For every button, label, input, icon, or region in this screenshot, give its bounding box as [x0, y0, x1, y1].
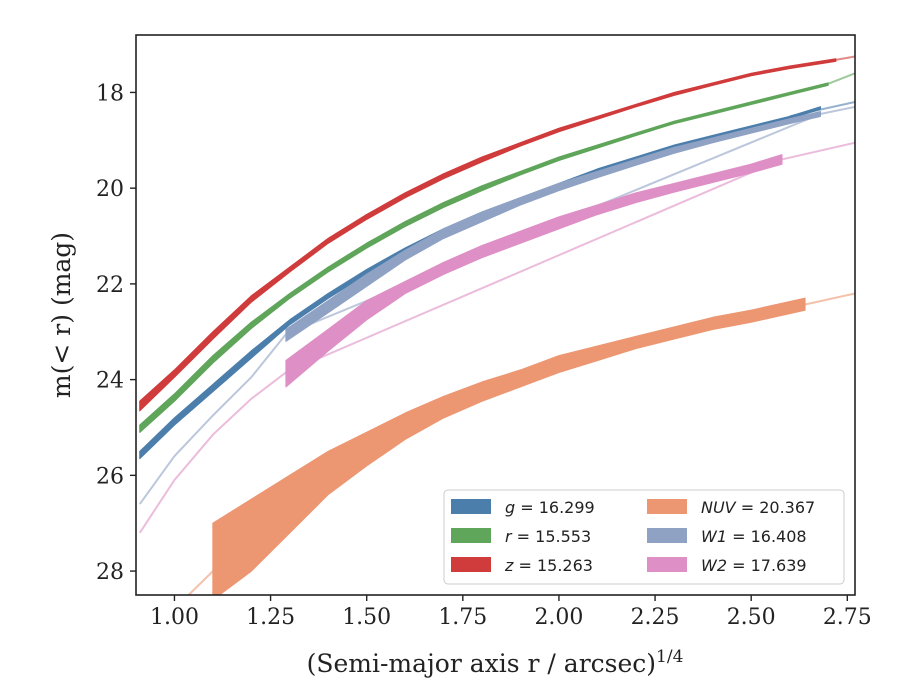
legend-swatch-r — [451, 528, 491, 543]
series-r-band — [139, 82, 829, 433]
x-tick-label: 2.50 — [727, 605, 776, 630]
series-w2-band — [285, 154, 783, 388]
series-bands — [139, 58, 837, 595]
y-axis-ticks: 18 20 22 24 26 28 — [96, 81, 136, 585]
x-tick-label: 2.75 — [823, 605, 872, 630]
x-tick-label: 2.25 — [631, 605, 680, 630]
legend-swatch-z — [451, 557, 491, 572]
series-nuv-band — [212, 297, 806, 595]
series-w1-band — [285, 111, 821, 342]
x-tick-label: 1.50 — [342, 605, 391, 630]
legend-label-w1: W1 = 16.408 — [701, 527, 807, 546]
plot-frame — [135, 34, 856, 596]
series-nuv-extension — [187, 292, 855, 595]
legend-label-r: r = 15.553 — [505, 527, 591, 546]
legend-swatch-nuv — [647, 499, 687, 514]
x-axis-label: (Semi-major axis r / arcsec)1/4 — [307, 647, 684, 678]
x-tick-label: 1.75 — [438, 605, 487, 630]
legend-swatch-w2 — [647, 557, 687, 572]
legend-label-g: g = 16.299 — [505, 498, 595, 517]
legend-label-z: z = 15.263 — [504, 556, 593, 575]
y-tick-label: 28 — [96, 560, 124, 585]
series-z-extension — [835, 55, 855, 61]
legend-label-nuv: NUV = 20.367 — [701, 498, 815, 517]
legend-box — [443, 489, 845, 585]
y-tick-label: 18 — [96, 81, 124, 106]
legend-swatch-w1 — [647, 528, 687, 543]
y-tick-label: 26 — [96, 464, 124, 489]
y-tick-label: 22 — [96, 273, 124, 298]
x-tick-label: 1.25 — [246, 605, 295, 630]
y-tick-label: 20 — [96, 177, 124, 202]
legend-label-w2: W2 = 17.639 — [701, 556, 807, 575]
legend-swatch-g — [451, 499, 491, 514]
y-tick-label: 24 — [96, 369, 124, 394]
x-axis-ticks: 1.00 1.25 1.50 1.75 2.00 2.25 2.50 2.75 — [150, 595, 872, 630]
y-axis-label: m(< r) (mag) — [47, 232, 76, 398]
series-z-band — [139, 58, 837, 412]
series-r-extension — [827, 72, 855, 85]
x-tick-label: 2.00 — [534, 605, 583, 630]
series-g-band — [139, 106, 821, 460]
x-tick-label: 1.00 — [150, 605, 199, 630]
legend: g = 16.299 r = 15.553 z = 15.263 NUV = 20.3… — [443, 489, 845, 585]
series-w2-extension — [138, 141, 855, 534]
